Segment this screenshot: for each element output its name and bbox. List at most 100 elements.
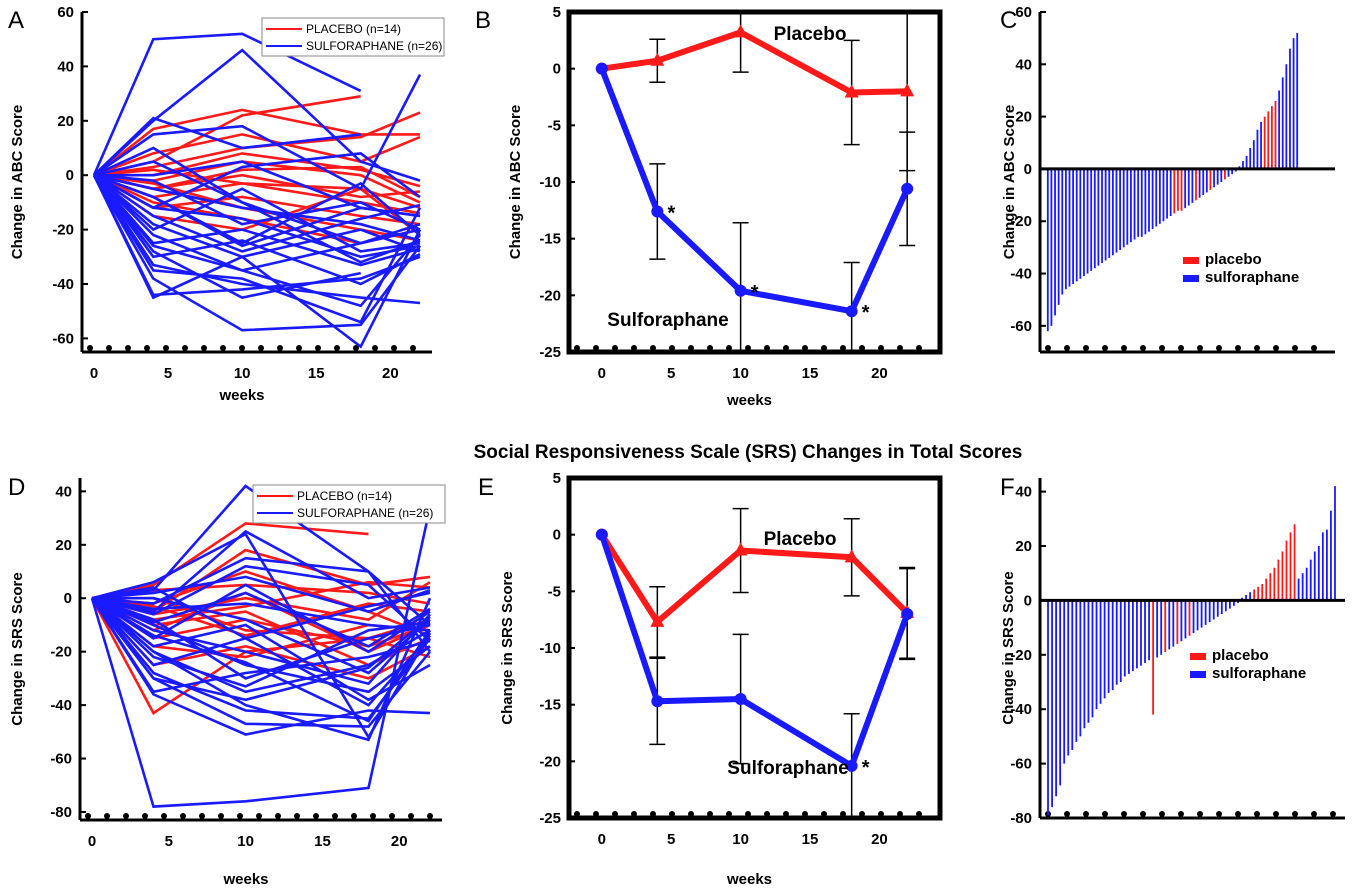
y-tick-label: 5: [553, 4, 561, 21]
legend-label-sulforaphane: SULFORAPHANE (n=26): [306, 39, 442, 53]
axis-dot: [821, 345, 827, 351]
significance-star: *: [751, 282, 759, 304]
placebo-mean-marker: [844, 84, 859, 98]
legend-label-placebo: placebo: [1212, 647, 1269, 664]
y-tick-label: -10: [539, 640, 561, 657]
sulforaphane-subject-line: [93, 174, 421, 253]
sulforaphane-mean-marker: [734, 693, 747, 705]
axis-dot: [688, 345, 694, 351]
panel-label: F: [1000, 474, 1015, 501]
placebo-mean-line: [601, 29, 908, 96]
x-tick-label: 10: [234, 365, 251, 382]
placebo-mean-line: [599, 533, 910, 625]
y-tick-label: -20: [1010, 647, 1032, 664]
axis-dot: [313, 813, 319, 819]
x-tick-label: 20: [382, 365, 399, 382]
panel-d: D 40 20 0 -20 -40 -60 -80 0 5 10 15 20 Change in SRS …: [8, 474, 446, 888]
x-axis-label: weeks: [726, 871, 772, 888]
y-axis-label: Change in SRS Score: [499, 571, 516, 724]
x-tick-label: 5: [165, 833, 173, 850]
axis-dot: [1121, 345, 1127, 351]
significance-star: *: [862, 757, 870, 779]
axis-dot: [1121, 811, 1127, 817]
sulforaphane-mean-marker: [651, 205, 664, 218]
axis-dot: [332, 813, 338, 819]
axis-dot: [897, 811, 903, 817]
panel-label: C: [1000, 7, 1017, 34]
axis-dot: [1311, 345, 1317, 351]
axis-dot: [1273, 345, 1279, 351]
panel-label: D: [8, 474, 25, 501]
legend-box: [252, 484, 446, 524]
axis-dot: [85, 813, 91, 819]
axis-dot: [218, 813, 224, 819]
sulforaphane-subject-line: [90, 597, 431, 702]
axis-dot: [669, 811, 675, 817]
axis-dot: [370, 813, 376, 819]
axis-dot: [1330, 811, 1336, 817]
sulforaphane-subject-line: [91, 597, 432, 723]
axis-dot: [1102, 345, 1108, 351]
sulforaphane-mean-marker: [734, 284, 747, 297]
sulforaphane-mean-marker: [651, 695, 664, 708]
sulforaphane-subject-line: [93, 173, 421, 242]
axis-dot: [1178, 345, 1184, 351]
axis-dot: [897, 345, 903, 351]
x-tick-label: 0: [598, 831, 606, 848]
sulforaphane-subject-line: [91, 597, 431, 702]
axis-dot: [745, 811, 751, 817]
axis-dot: [182, 345, 188, 351]
sulforaphane-subject-line: [91, 564, 431, 642]
y-tick-label: -5: [548, 583, 561, 600]
sulforaphane-subject-line: [91, 583, 431, 654]
axis-dot: [726, 811, 732, 817]
axis-dot: [745, 345, 751, 351]
series-label-sulforaphane: Sulforaphane: [607, 310, 728, 331]
panel-f: F 40 20 0 -20 -40 -60 -80 Change in SRS Score pla…: [1000, 474, 1345, 827]
axis-dot: [353, 345, 359, 351]
axis-dot: [1064, 811, 1070, 817]
y-tick-label: -20: [539, 753, 561, 770]
sulforaphane-mean-marker: [901, 608, 914, 620]
y-axis-label: Change in ABC Score: [507, 105, 524, 259]
axis-dot: [142, 813, 148, 819]
figure-title: Social Responsiveness Scale (SRS) Change…: [474, 442, 1023, 463]
axis-dot: [574, 811, 580, 817]
axis-dot: [391, 345, 397, 351]
axis-dot: [315, 345, 321, 351]
x-tick-label: 0: [598, 365, 606, 382]
sulforaphane-subject-line: [93, 174, 421, 253]
panel-c: C60 40 20 0 -20 -40 -60 Change in ABC Score plac…: [1000, 4, 1335, 354]
axis-dot: [802, 345, 808, 351]
axis-dot: [916, 811, 922, 817]
y-tick-label: 0: [64, 590, 72, 607]
axis-dot: [707, 811, 713, 817]
y-axis-label: Change in ABC Score: [9, 105, 26, 259]
y-tick-label: -60: [50, 751, 72, 768]
y-tick-label: 60: [1015, 4, 1032, 21]
sulforaphane-subject-line: [93, 160, 421, 264]
y-tick-label: -25: [539, 810, 561, 827]
y-tick-label: -20: [50, 644, 72, 661]
axis-dot: [1083, 811, 1089, 817]
axis-dot: [764, 345, 770, 351]
axis-dot: [612, 811, 618, 817]
axis-dot: [840, 345, 846, 351]
axis-dot: [1140, 811, 1146, 817]
placebo-mean-marker: [733, 24, 748, 38]
axis-dot: [764, 811, 770, 817]
y-tick-label: -40: [1010, 701, 1032, 718]
x-tick-label: 10: [732, 365, 749, 382]
axis-dot: [1140, 345, 1146, 351]
sulforaphane-mean-line: [599, 67, 910, 315]
axis-dot: [199, 813, 205, 819]
legend-label-sulforaphane: SULFORAPHANE (n=26): [297, 506, 433, 520]
axis-dot: [258, 345, 264, 351]
axis-dot: [821, 811, 827, 817]
x-tick-label: 20: [871, 831, 888, 848]
x-tick-label: 0: [90, 365, 98, 382]
legend-label-placebo: PLACEBO (n=14): [297, 489, 392, 503]
y-tick-label: -5: [548, 117, 561, 134]
legend-label-sulforaphane: sulforaphane: [1212, 665, 1306, 682]
